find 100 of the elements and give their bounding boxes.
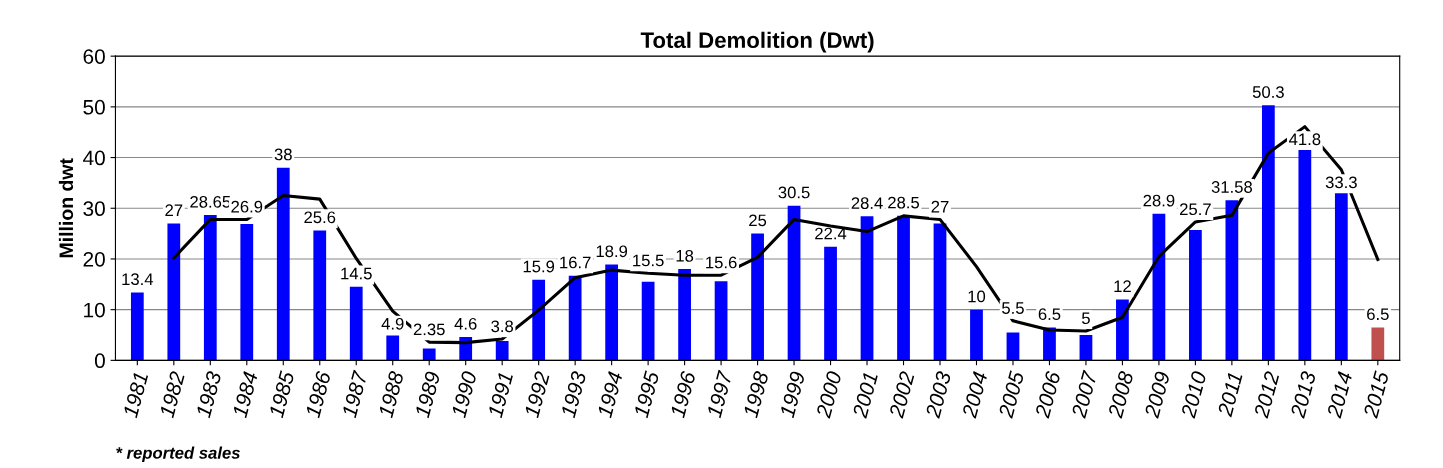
x-tick-label: 2015 (1362, 370, 1390, 419)
x-tick-label: 2008 (1107, 370, 1134, 419)
bar (605, 264, 619, 361)
bar (1225, 200, 1239, 361)
x-tick-label: 1996 (669, 370, 696, 419)
data-label: 27 (931, 200, 949, 213)
data-label: 25.6 (304, 211, 336, 224)
data-label: 31.58 (1211, 181, 1253, 193)
bar (1261, 105, 1275, 361)
data-label: 16.7 (560, 256, 591, 269)
data-label: 12 (1114, 280, 1131, 293)
bar (532, 279, 546, 361)
data-label: 41.8 (1289, 133, 1321, 146)
data-label: 6.5 (1367, 308, 1389, 321)
bar (422, 348, 436, 361)
data-label: 5 (1081, 312, 1090, 325)
x-tick-label: 2010 (1180, 370, 1207, 419)
data-label: 4.9 (381, 317, 404, 330)
x-tick-label: 1999 (779, 370, 806, 419)
x-tick-label: 1988 (378, 370, 405, 419)
data-label: 18 (676, 249, 694, 262)
data-label: 18.9 (596, 245, 628, 258)
y-tick-label: 40 (83, 150, 105, 166)
data-label: 28.4 (851, 197, 883, 210)
x-tick-label: 2012 (1253, 370, 1280, 419)
data-label: 28.65 (190, 195, 231, 208)
data-label: 13.4 (122, 273, 154, 286)
data-label: 33.3 (1325, 176, 1357, 189)
chart-title: Total Demolition (Dwt) (640, 31, 874, 53)
bar (1006, 332, 1020, 361)
data-label: 27 (165, 204, 183, 216)
bar (897, 215, 910, 361)
y-tick-label: 30 (83, 201, 105, 217)
x-tick-label: 1986 (305, 370, 332, 419)
bar (824, 246, 837, 361)
data-label: 38 (274, 148, 292, 161)
data-label: 5.5 (1002, 302, 1024, 314)
x-tick-label: 1984 (232, 370, 258, 419)
y-tick-label: 10 (84, 302, 105, 318)
x-tick-label: 1998 (742, 370, 769, 419)
x-tick-label: 2005 (998, 370, 1025, 419)
bar (276, 167, 290, 361)
data-label: 4.6 (454, 317, 477, 330)
x-tick-label: 1981 (122, 371, 149, 419)
y-tick-label: 20 (83, 251, 105, 267)
data-label: 25 (749, 214, 767, 227)
bar (1189, 230, 1202, 361)
x-tick-label: 1990 (450, 370, 478, 419)
x-tick-label: 1985 (268, 370, 295, 419)
x-tick-label: 1993 (560, 370, 587, 419)
x-tick-label: 2011 (1217, 371, 1243, 418)
x-tick-label: 1989 (414, 370, 441, 419)
y-tick-label: 50 (83, 99, 105, 115)
bar (1371, 327, 1385, 361)
x-tick-label: 1994 (596, 370, 623, 419)
bar (167, 223, 181, 361)
x-tick-label: 2001 (852, 371, 878, 419)
bar (240, 223, 254, 361)
data-label: 22.4 (815, 227, 847, 240)
bar (203, 215, 217, 361)
x-tick-label: 1995 (633, 370, 660, 419)
x-tick-label: 2009 (1144, 370, 1171, 419)
data-label: 10 (968, 290, 986, 303)
x-tick-label: 1987 (341, 369, 368, 419)
data-label: 28.9 (1143, 194, 1175, 207)
bar (860, 216, 874, 361)
x-tick-label: 1991 (487, 371, 514, 419)
data-label: 14.5 (341, 267, 372, 280)
y-axis-title: Million dwt (58, 158, 74, 258)
x-tick-label: 2000 (815, 370, 842, 419)
text: * reported sales (116, 446, 240, 463)
data-label: 6.5 (1038, 308, 1061, 321)
x-tick-label: 2006 (1034, 370, 1061, 419)
bar (1043, 327, 1056, 361)
x-tick-label: 2004 (961, 370, 988, 419)
x-tick-label: 1997 (706, 369, 733, 419)
y-tick-label: 60 (83, 49, 105, 64)
bar (349, 286, 363, 361)
data-label: 30.5 (778, 186, 810, 199)
data-label: 15.6 (706, 256, 737, 269)
data-label: 25.7 (1180, 203, 1211, 216)
x-tick-label: 2007 (1071, 369, 1098, 419)
bar (313, 230, 327, 361)
bar (714, 281, 728, 361)
bar (495, 341, 509, 361)
data-label: 15.9 (523, 260, 555, 273)
bar (1079, 335, 1093, 361)
x-tick-label: 2002 (888, 370, 915, 419)
x-tick-label: 2003 (925, 370, 952, 419)
x-tick-label: 2014 (1326, 370, 1353, 419)
data-label: 2.35 (413, 323, 445, 336)
bar (641, 281, 655, 361)
x-tick-label: 2013 (1289, 370, 1317, 419)
x-tick-label: 1992 (523, 370, 550, 419)
data-label: 28.5 (888, 196, 920, 209)
bar (386, 335, 400, 361)
bar (1152, 213, 1166, 361)
y-tick-label: 0 (94, 353, 105, 369)
x-tick-label: 1983 (195, 370, 222, 419)
bar (933, 223, 947, 361)
